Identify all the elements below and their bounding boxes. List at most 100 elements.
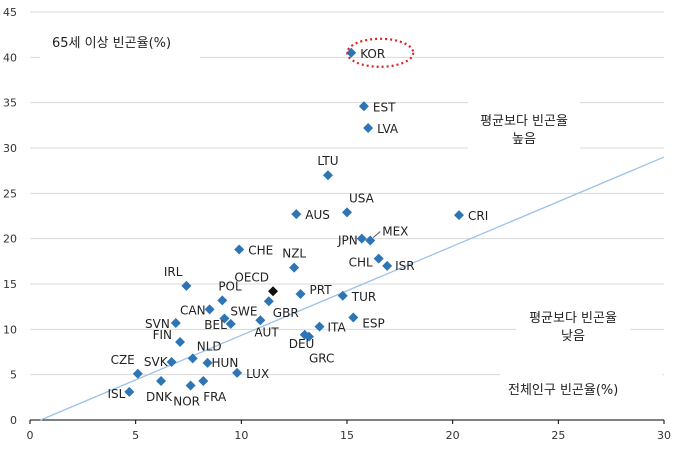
point-nor (185, 380, 196, 391)
point-fra (198, 376, 209, 387)
point-label-grc: GRC (309, 352, 334, 366)
mex-leader-line (372, 231, 381, 238)
point-label-bel: BEL (204, 318, 227, 332)
point-aus (291, 209, 302, 220)
point-label-mex: MEX (382, 224, 408, 238)
point-label-est: EST (373, 100, 396, 114)
x-tick-label: 0 (27, 429, 34, 442)
x-axis-title: 전체인구 빈곤율(%) (508, 383, 619, 398)
x-tick-label: 5 (132, 429, 139, 442)
point-che (234, 244, 245, 255)
point-label-prt: PRT (310, 283, 333, 297)
y-tick-label: 45 (3, 6, 17, 19)
above-annotation-line2: 높음 (512, 132, 536, 147)
point-pol (217, 295, 228, 306)
point-label-hun: HUN (212, 356, 239, 370)
x-axis-title-box: 전체인구 빈곤율(%) (500, 374, 662, 406)
y-tick-label: 0 (10, 414, 17, 427)
point-label-gbr: GBR (273, 306, 299, 320)
point-label-lva: LVA (377, 122, 399, 136)
below-annotation-line2: 낮음 (561, 329, 585, 344)
point-label-svn: SVN (145, 317, 170, 331)
point-label-ita: ITA (328, 321, 347, 335)
y-tick-label: 40 (3, 51, 17, 64)
point-nld (187, 353, 198, 364)
point-label-fin: FIN (153, 328, 172, 342)
data-points (124, 47, 465, 397)
below-average-annotation: 평균보다 빈곤율 낮음 (516, 292, 630, 372)
point-nzl (289, 262, 300, 273)
point-label-jpn: JPN (337, 234, 358, 248)
axes: 0 5 10 15 20 25 30 35 40 45 0 5 10 15 20 25 30 (3, 6, 671, 442)
point-label-kor: KOR (360, 47, 385, 61)
point-aut (255, 315, 266, 326)
y-tick-label: 20 (3, 233, 17, 246)
point-label-chl: CHL (349, 256, 373, 270)
y-tick-label: 25 (3, 187, 17, 200)
point-est (358, 101, 369, 112)
point-label-nld: NLD (197, 339, 222, 353)
x-tick-label: 10 (234, 429, 248, 442)
point-svn (170, 317, 181, 328)
point-cri (454, 210, 465, 221)
point-fin (175, 337, 186, 348)
point-label-dnk: DNK (146, 390, 173, 404)
highlight-circle (346, 37, 415, 68)
point-usa (342, 207, 352, 218)
point-lux (232, 367, 243, 378)
y-tick-label: 15 (3, 278, 17, 291)
point-esp (348, 312, 359, 323)
point-label-nzl: NZL (282, 247, 306, 261)
point-jpn (356, 233, 367, 244)
point-prt (295, 288, 306, 299)
point-label-cri: CRI (468, 209, 488, 223)
point-label-aut: AUT (254, 325, 279, 339)
y-tick-label: 35 (3, 97, 17, 110)
y-axis-title-box: 65세 이상 빈곤율(%) (40, 26, 200, 62)
point-isl (124, 386, 135, 397)
point-cze (132, 368, 143, 379)
reference-line-path (40, 156, 665, 421)
point-grc (303, 331, 314, 342)
point-label-isl: ISL (107, 387, 125, 401)
point-oecd (268, 286, 279, 297)
y-tick-label: 10 (3, 323, 17, 336)
point-label-fra: FRA (203, 390, 227, 404)
point-dnk (156, 376, 167, 387)
point-label-can: CAN (180, 303, 206, 317)
y-axis-title: 65세 이상 빈곤율(%) (52, 36, 172, 51)
point-label-esp: ESP (362, 317, 384, 331)
point-can (204, 304, 215, 315)
point-label-isr: ISR (395, 259, 415, 273)
above-average-annotation: 평균보다 빈곤율 높음 (468, 95, 580, 171)
point-label-deu: DEU (289, 337, 315, 351)
point-lva (363, 123, 374, 134)
point-bel (225, 318, 236, 329)
point-labels: KOR EST LVA LTU USA AUS CRI MEX JPN NZL CHE CHL ISR O… (107, 37, 488, 409)
point-label-irl: IRL (164, 265, 183, 279)
point-label-nor: NOR (173, 395, 200, 409)
point-label-swe: SWE (230, 304, 257, 318)
point-ltu (322, 170, 333, 181)
point-label-cze: CZE (111, 353, 135, 367)
point-label-ltu: LTU (317, 154, 338, 168)
point-gbr (263, 296, 274, 307)
x-tick-label: 20 (446, 429, 460, 442)
point-svk (166, 356, 177, 367)
point-tur (337, 290, 348, 301)
point-kor (346, 47, 357, 58)
point-label-oecd: OECD (234, 270, 269, 284)
point-ita (314, 321, 325, 332)
y-tick-label: 5 (10, 369, 17, 382)
x-tick-label: 15 (340, 429, 354, 442)
point-label-aus: AUS (305, 208, 330, 222)
point-chl (373, 253, 384, 264)
below-annotation-line1: 평균보다 빈곤율 (529, 311, 617, 326)
above-annotation-line1: 평균보다 빈곤율 (480, 114, 568, 129)
point-mex (365, 235, 376, 246)
point-label-lux: LUX (246, 367, 269, 381)
point-label-tur: TUR (351, 290, 376, 304)
point-label-pol: POL (218, 279, 242, 293)
point-isr (382, 260, 393, 271)
